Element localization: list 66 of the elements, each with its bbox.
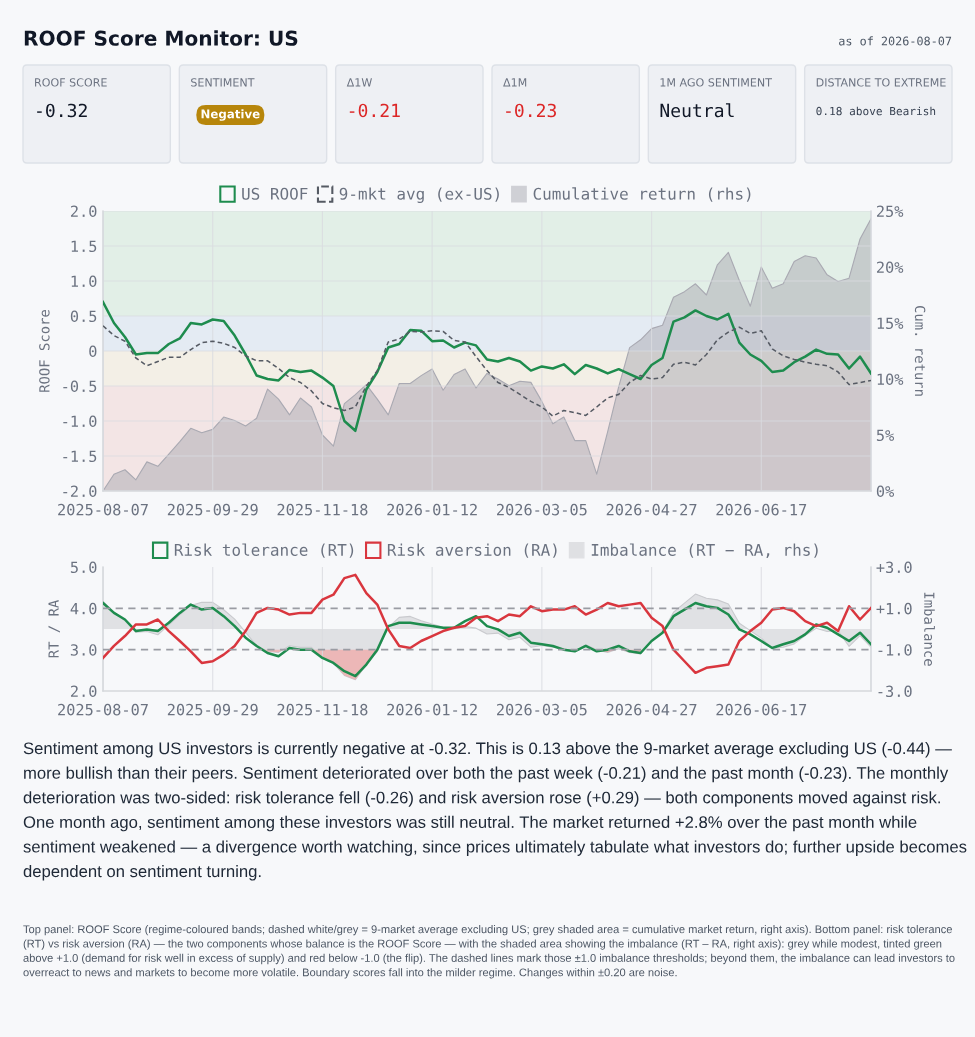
y-axis-title: RT / RA xyxy=(48,599,60,658)
legend-label: Cumulative return (rhs) xyxy=(533,187,751,202)
x-tick-label: 2025-11-18 xyxy=(277,503,368,516)
y-tick-label: 3.0 xyxy=(70,644,97,656)
legend-label: 9-mkt avg (ex-US) xyxy=(339,187,499,204)
y2-axis-title: Cum. return xyxy=(914,305,926,396)
text: ROOF Score Monitor: US xyxy=(24,30,298,46)
y-axis-title: ROOF Score xyxy=(39,310,50,392)
x-tick-label: 2026-03-05 xyxy=(497,503,587,516)
line-series xyxy=(103,325,871,417)
y-tick-label: 1.0 xyxy=(71,275,97,288)
y2-tick-label: 10% xyxy=(877,373,904,386)
y-tick-label: 2.0 xyxy=(70,685,97,698)
legend-label: Risk aversion (RA) xyxy=(387,543,557,558)
y-tick-label: 4.0 xyxy=(70,602,97,615)
x-tick-label: 2026-03-05 xyxy=(497,703,587,716)
y-tick-label: -2.0 xyxy=(63,485,97,498)
text: -0.21 xyxy=(349,103,400,118)
x-tick-label: 2025-09-29 xyxy=(167,503,258,516)
y2-tick-label: 15% xyxy=(877,317,904,330)
y2-tick-label: +1.0 xyxy=(876,602,912,615)
x-tick-label: 2026-06-17 xyxy=(716,503,807,516)
y-tick-label: -0.5 xyxy=(63,380,97,393)
text: 0.18 above Bearish xyxy=(816,106,936,116)
y2-tick-label: -3.0 xyxy=(878,685,912,698)
y-tick-label: 0.5 xyxy=(70,310,97,323)
y-tick-label: 5.0 xyxy=(70,561,97,574)
text: Δ1M xyxy=(503,78,527,87)
x-tick-label: 2025-09-29 xyxy=(167,703,258,716)
text: 1M AGO SENTIMENT xyxy=(660,78,772,87)
line-series xyxy=(103,573,871,675)
text: Negative xyxy=(201,109,260,121)
y2-tick-label: 20% xyxy=(876,261,904,274)
text: Neutral xyxy=(660,103,734,118)
legend-label: US ROOF xyxy=(242,187,308,200)
y2-tick-label: 5% xyxy=(876,429,895,442)
text: -0.23 xyxy=(506,103,556,118)
text: DISTANCE TO EXTREME xyxy=(816,78,946,87)
text: Top panel: ROOF Score (regime-coloured bands; dashed white/grey = 9-market average excluding US; grey shaded area = cumulative market return, right axis). Bottom panel: risk tolerance (RT) vs risk aversion (RA) — the two components whose balance is the ROOF Score — with the shaded area showing the imbalance (RT – RA, right axis): grey while modest, tinted green above +1.0 (demand for risk well in excess of supply) and red below -1.0 (the flip). The dashed lines mark those ±1.0 imbalance thresholds; beyond them, the imbalance can lead investors to overreact to news and markets to become more volatile. Boundary scores fall into the milder regime. Changes within ±0.20 are noise. xyxy=(23,925,955,979)
y-tick-label: 0 xyxy=(89,345,97,358)
x-tick-label: 2026-01-12 xyxy=(387,503,477,516)
text: Sentiment among US investors is currently negative at -0.32. This is 0.13 above the 9-market average excluding US (-0.44) — more bullish than their peers. Sentiment deteriorated over both the past week (-0.21) and the past month (-0.23). The monthly deterioration was two-sided: risk tolerance fell (-0.26) and risk aversion rose (+0.29) — both components moved against risk. One month ago, sentiment among these investors was still neutral. The market returned +2.8% over the past month while sentiment weakened — a divergence worth watching, since prices ultimately tabulate what investors do; further upside becomes dependent on sentiment turning. xyxy=(23,742,967,881)
legend-label: Imbalance (RT − RA, rhs) xyxy=(591,543,818,558)
y-tick-label: 2.0 xyxy=(70,205,97,218)
text: Δ1W xyxy=(346,78,372,87)
y-tick-label: -1.0 xyxy=(63,415,97,428)
y2-tick-label: -1.0 xyxy=(878,644,912,656)
text: SENTIMENT xyxy=(191,78,255,87)
x-tick-label: 2026-01-12 xyxy=(387,703,477,716)
y2-tick-label: +3.0 xyxy=(876,561,912,574)
x-tick-label: 2025-11-18 xyxy=(277,703,368,716)
line-series xyxy=(103,300,871,433)
legend-label: Risk tolerance (RT) xyxy=(174,543,354,558)
text: -0.32 xyxy=(37,103,87,118)
text: ROOF SCORE xyxy=(35,78,107,87)
y2-tick-label: 0% xyxy=(876,485,895,498)
x-tick-label: 2025-08-07 xyxy=(58,703,148,716)
x-tick-label: 2026-04-27 xyxy=(606,703,697,716)
y2-tick-label: 25% xyxy=(876,205,904,218)
y-tick-label: -1.5 xyxy=(63,450,97,463)
x-tick-label: 2026-06-17 xyxy=(716,703,807,716)
x-tick-label: 2026-04-27 xyxy=(606,503,697,516)
y2-axis-title: Imbalance xyxy=(924,592,935,666)
y-tick-label: 1.5 xyxy=(71,240,97,253)
text: as of 2026-08-07 xyxy=(839,36,952,46)
x-tick-label: 2025-08-07 xyxy=(58,503,148,516)
